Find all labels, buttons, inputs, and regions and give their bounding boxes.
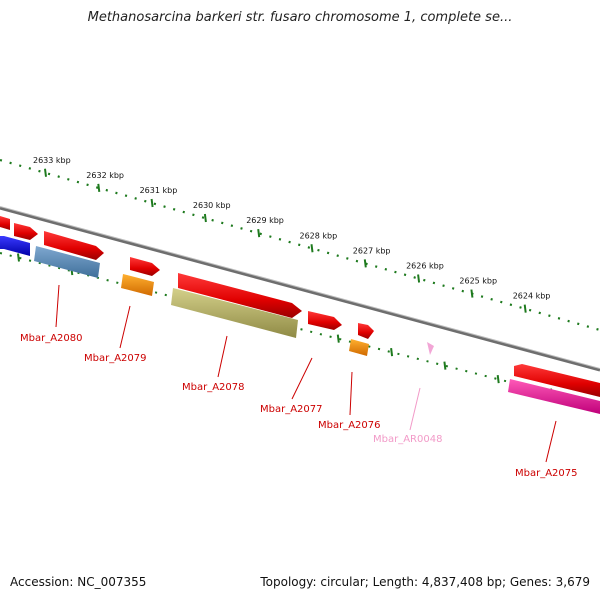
gene-label[interactable]: Mbar_A2080 xyxy=(20,333,83,344)
gene-label[interactable]: Mbar_A2078 xyxy=(182,382,245,393)
gene-features xyxy=(0,216,600,414)
outer-scale-ticks xyxy=(44,168,527,313)
gene-label[interactable]: Mbar_A2076 xyxy=(318,420,381,431)
gene-feature[interactable] xyxy=(358,323,374,339)
gene-feature[interactable] xyxy=(34,246,100,278)
gene-label[interactable]: Mbar_AR0048 xyxy=(373,434,442,445)
chromosome-backbone xyxy=(0,206,600,372)
gene-feature[interactable] xyxy=(0,236,30,256)
map-title: Methanosarcina barkeri str. fusaro chrom… xyxy=(87,10,513,25)
major-tick xyxy=(417,274,421,283)
kbp-label: 2630 kbp xyxy=(193,201,231,210)
gene-feature[interactable] xyxy=(14,223,38,240)
accession-text: Accession: NC_007355 xyxy=(10,575,147,589)
gene-feature[interactable] xyxy=(178,273,302,318)
major-tick xyxy=(310,244,314,253)
gene-feature[interactable] xyxy=(130,257,160,276)
kbp-label: 2629 kbp xyxy=(246,216,284,225)
inner-tick xyxy=(496,374,500,384)
label-leader-lines xyxy=(55,284,557,463)
gene-feature[interactable] xyxy=(0,216,10,230)
kbp-label: 2633 kbp xyxy=(33,156,71,165)
major-tick xyxy=(363,259,367,268)
major-tick xyxy=(257,229,261,238)
gene-feature[interactable] xyxy=(121,274,154,296)
gene-feature[interactable] xyxy=(508,379,600,414)
kbp-label: 2628 kbp xyxy=(300,231,338,240)
kbp-label: 2624 kbp xyxy=(513,292,551,301)
gene-feature[interactable] xyxy=(44,231,104,260)
gene-label[interactable]: Mbar_A2075 xyxy=(515,468,578,479)
gene-label[interactable]: Mbar_A2079 xyxy=(84,353,147,364)
kbp-label: 2632 kbp xyxy=(86,171,124,180)
gene-feature[interactable] xyxy=(349,339,369,356)
inner-tick xyxy=(443,361,447,370)
kbp-label: 2627 kbp xyxy=(353,246,391,255)
kbp-labels: 2633 kbp 2632 kbp 2631 kbp 2630 kbp 2629 kbp… xyxy=(33,156,550,301)
inner-tick xyxy=(390,347,394,357)
gene-feature[interactable] xyxy=(427,342,434,355)
major-tick xyxy=(523,304,527,313)
major-tick xyxy=(470,289,474,298)
major-tick xyxy=(44,168,47,177)
gene-label[interactable]: Mbar_A2077 xyxy=(260,404,323,415)
kbp-label: 2625 kbp xyxy=(459,277,497,286)
major-tick xyxy=(203,213,207,223)
inner-tick xyxy=(336,334,340,343)
outer-scale-track xyxy=(0,158,600,332)
gene-feature[interactable] xyxy=(171,288,298,338)
gene-feature[interactable] xyxy=(308,311,342,330)
gene-feature[interactable] xyxy=(514,364,600,397)
major-tick xyxy=(150,198,154,208)
inner-tick xyxy=(17,253,20,262)
kbp-label: 2626 kbp xyxy=(406,261,444,270)
gene-labels: Mbar_A2080 Mbar_A2079 Mbar_A2078 Mbar_A2… xyxy=(20,333,578,479)
topology-summary: Topology: circular; Length: 4,837,408 bp… xyxy=(260,575,590,589)
major-tick xyxy=(97,183,101,192)
kbp-label: 2631 kbp xyxy=(140,186,178,195)
